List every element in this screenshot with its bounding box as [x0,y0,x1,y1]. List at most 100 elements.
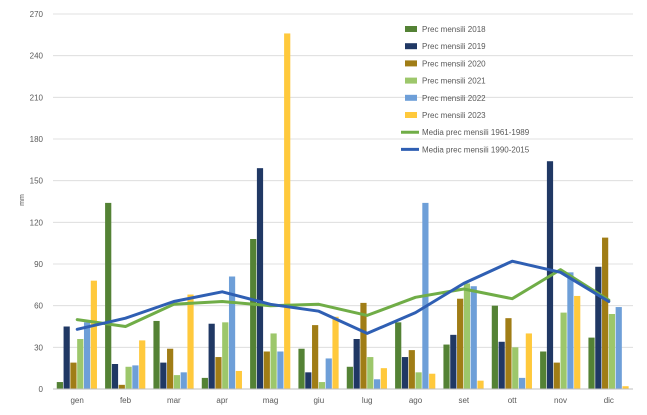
bar [284,33,291,389]
bar [332,316,339,389]
bar [56,382,63,389]
bar [77,339,84,389]
bar [132,365,139,389]
bar [401,357,409,389]
x-tick-label: set [458,396,469,405]
bar [111,364,119,389]
bar [415,372,422,389]
legend-swatch [405,43,417,50]
legend-label: Prec mensili 2018 [422,25,486,34]
x-tick-label: feb [120,396,132,405]
bar [153,320,160,389]
bar [540,351,547,389]
legend-swatch [405,112,417,118]
x-axis-ticks: gen feb mar apr mag giu lug ago set ott nov dic [70,396,613,405]
legend-label: Prec mensili 2019 [422,42,486,51]
bar [208,323,215,389]
y-axis-label: mm [19,194,26,206]
bar [277,351,284,389]
bar [256,168,264,389]
bar [380,368,387,389]
bar [118,384,125,389]
bar [305,372,312,389]
bar [360,302,367,389]
legend: Prec mensili 2018 Prec mensili 2019 Prec m… [401,25,530,154]
x-tick-label: dic [604,396,614,405]
bar [560,312,567,389]
bar [263,351,270,389]
bar [553,362,560,389]
bar [615,307,622,389]
bar [70,362,77,389]
series-line [75,268,611,328]
bar [325,358,332,389]
x-tick-label: gen [70,396,83,405]
bar [443,344,450,389]
legend-label: Media prec mensili 1990-2015 [422,145,530,154]
bar [215,357,222,389]
bar [512,347,519,389]
legend-label: Prec mensili 2021 [422,77,486,86]
bar [180,372,187,389]
bar [187,294,194,389]
bar [83,322,91,389]
bar [588,337,595,389]
x-tick-label: apr [216,396,228,405]
bar [160,362,167,389]
x-tick-label: ago [409,396,423,405]
bar [491,305,498,389]
bar [367,357,374,389]
series-line [75,259,611,335]
bar [270,333,277,389]
x-tick-label: nov [554,396,567,405]
x-tick-label: mar [167,396,181,405]
bar [312,325,319,389]
y-tick-label: 60 [34,302,43,311]
bar [505,318,512,389]
y-tick-label: 240 [30,52,44,61]
bar [567,272,574,389]
legend-swatch [405,77,417,84]
bar [408,350,415,389]
x-tick-label: lug [362,396,373,405]
legend-swatch [405,26,417,32]
bar [608,314,616,389]
bar [574,295,581,389]
bar [450,334,457,389]
bar [105,202,112,389]
bar [595,266,602,389]
bar [457,298,464,389]
bar [167,348,174,389]
bar [622,386,629,389]
bar [429,373,436,389]
x-tick-label: giu [313,396,324,405]
legend-swatch [405,60,417,67]
bar [477,380,484,389]
legend-label: Media prec mensili 1961-1989 [422,128,530,137]
x-tick-label: mag [263,396,279,405]
y-tick-label: 270 [30,10,44,19]
bar [139,340,146,389]
y-tick-label: 120 [30,218,44,227]
y-tick-label: 90 [34,260,43,269]
legend-swatch [405,94,417,101]
bar [463,283,471,389]
line-series [75,259,611,335]
bar [125,366,132,389]
bar [525,333,532,389]
bar [250,239,257,389]
bar [222,322,229,389]
x-tick-label: ott [508,396,518,405]
bar [228,276,236,389]
legend-label: Prec mensili 2020 [422,59,486,68]
bar [498,341,505,389]
y-tick-label: 30 [34,343,43,352]
bar [201,377,208,389]
bar [470,286,477,389]
y-axis-ticks: 0 30 60 90 120 150 180 210 240 270 [30,10,44,394]
bar-series [56,33,629,389]
bar [353,339,360,389]
bar [602,237,609,389]
